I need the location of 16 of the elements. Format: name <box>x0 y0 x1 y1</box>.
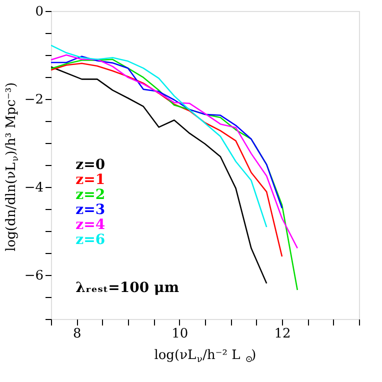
text: z=1 <box>76 172 106 188</box>
annotation: λᵣₑₛₜ=100 μm <box>76 280 180 296</box>
x-tick-label: 10 <box>172 326 188 342</box>
x-tick-label: 12 <box>274 326 291 342</box>
text: z=4 <box>76 217 106 233</box>
text: z=6 <box>76 232 106 248</box>
line-series <box>51 44 268 228</box>
x-tick-label: 8 <box>73 326 82 342</box>
text: z=3 <box>76 202 106 218</box>
y-tick-label: −4 <box>24 180 44 196</box>
text: z=2 <box>76 187 106 203</box>
text: z=0 <box>76 157 106 173</box>
y-tick-label: −2 <box>24 92 44 108</box>
y-tick-label: 0 <box>35 4 44 20</box>
y-axis-title: log(dn/dln(νLν)/h³ Mpc⁻³) <box>4 82 21 252</box>
y-tick-label: −6 <box>24 268 44 284</box>
